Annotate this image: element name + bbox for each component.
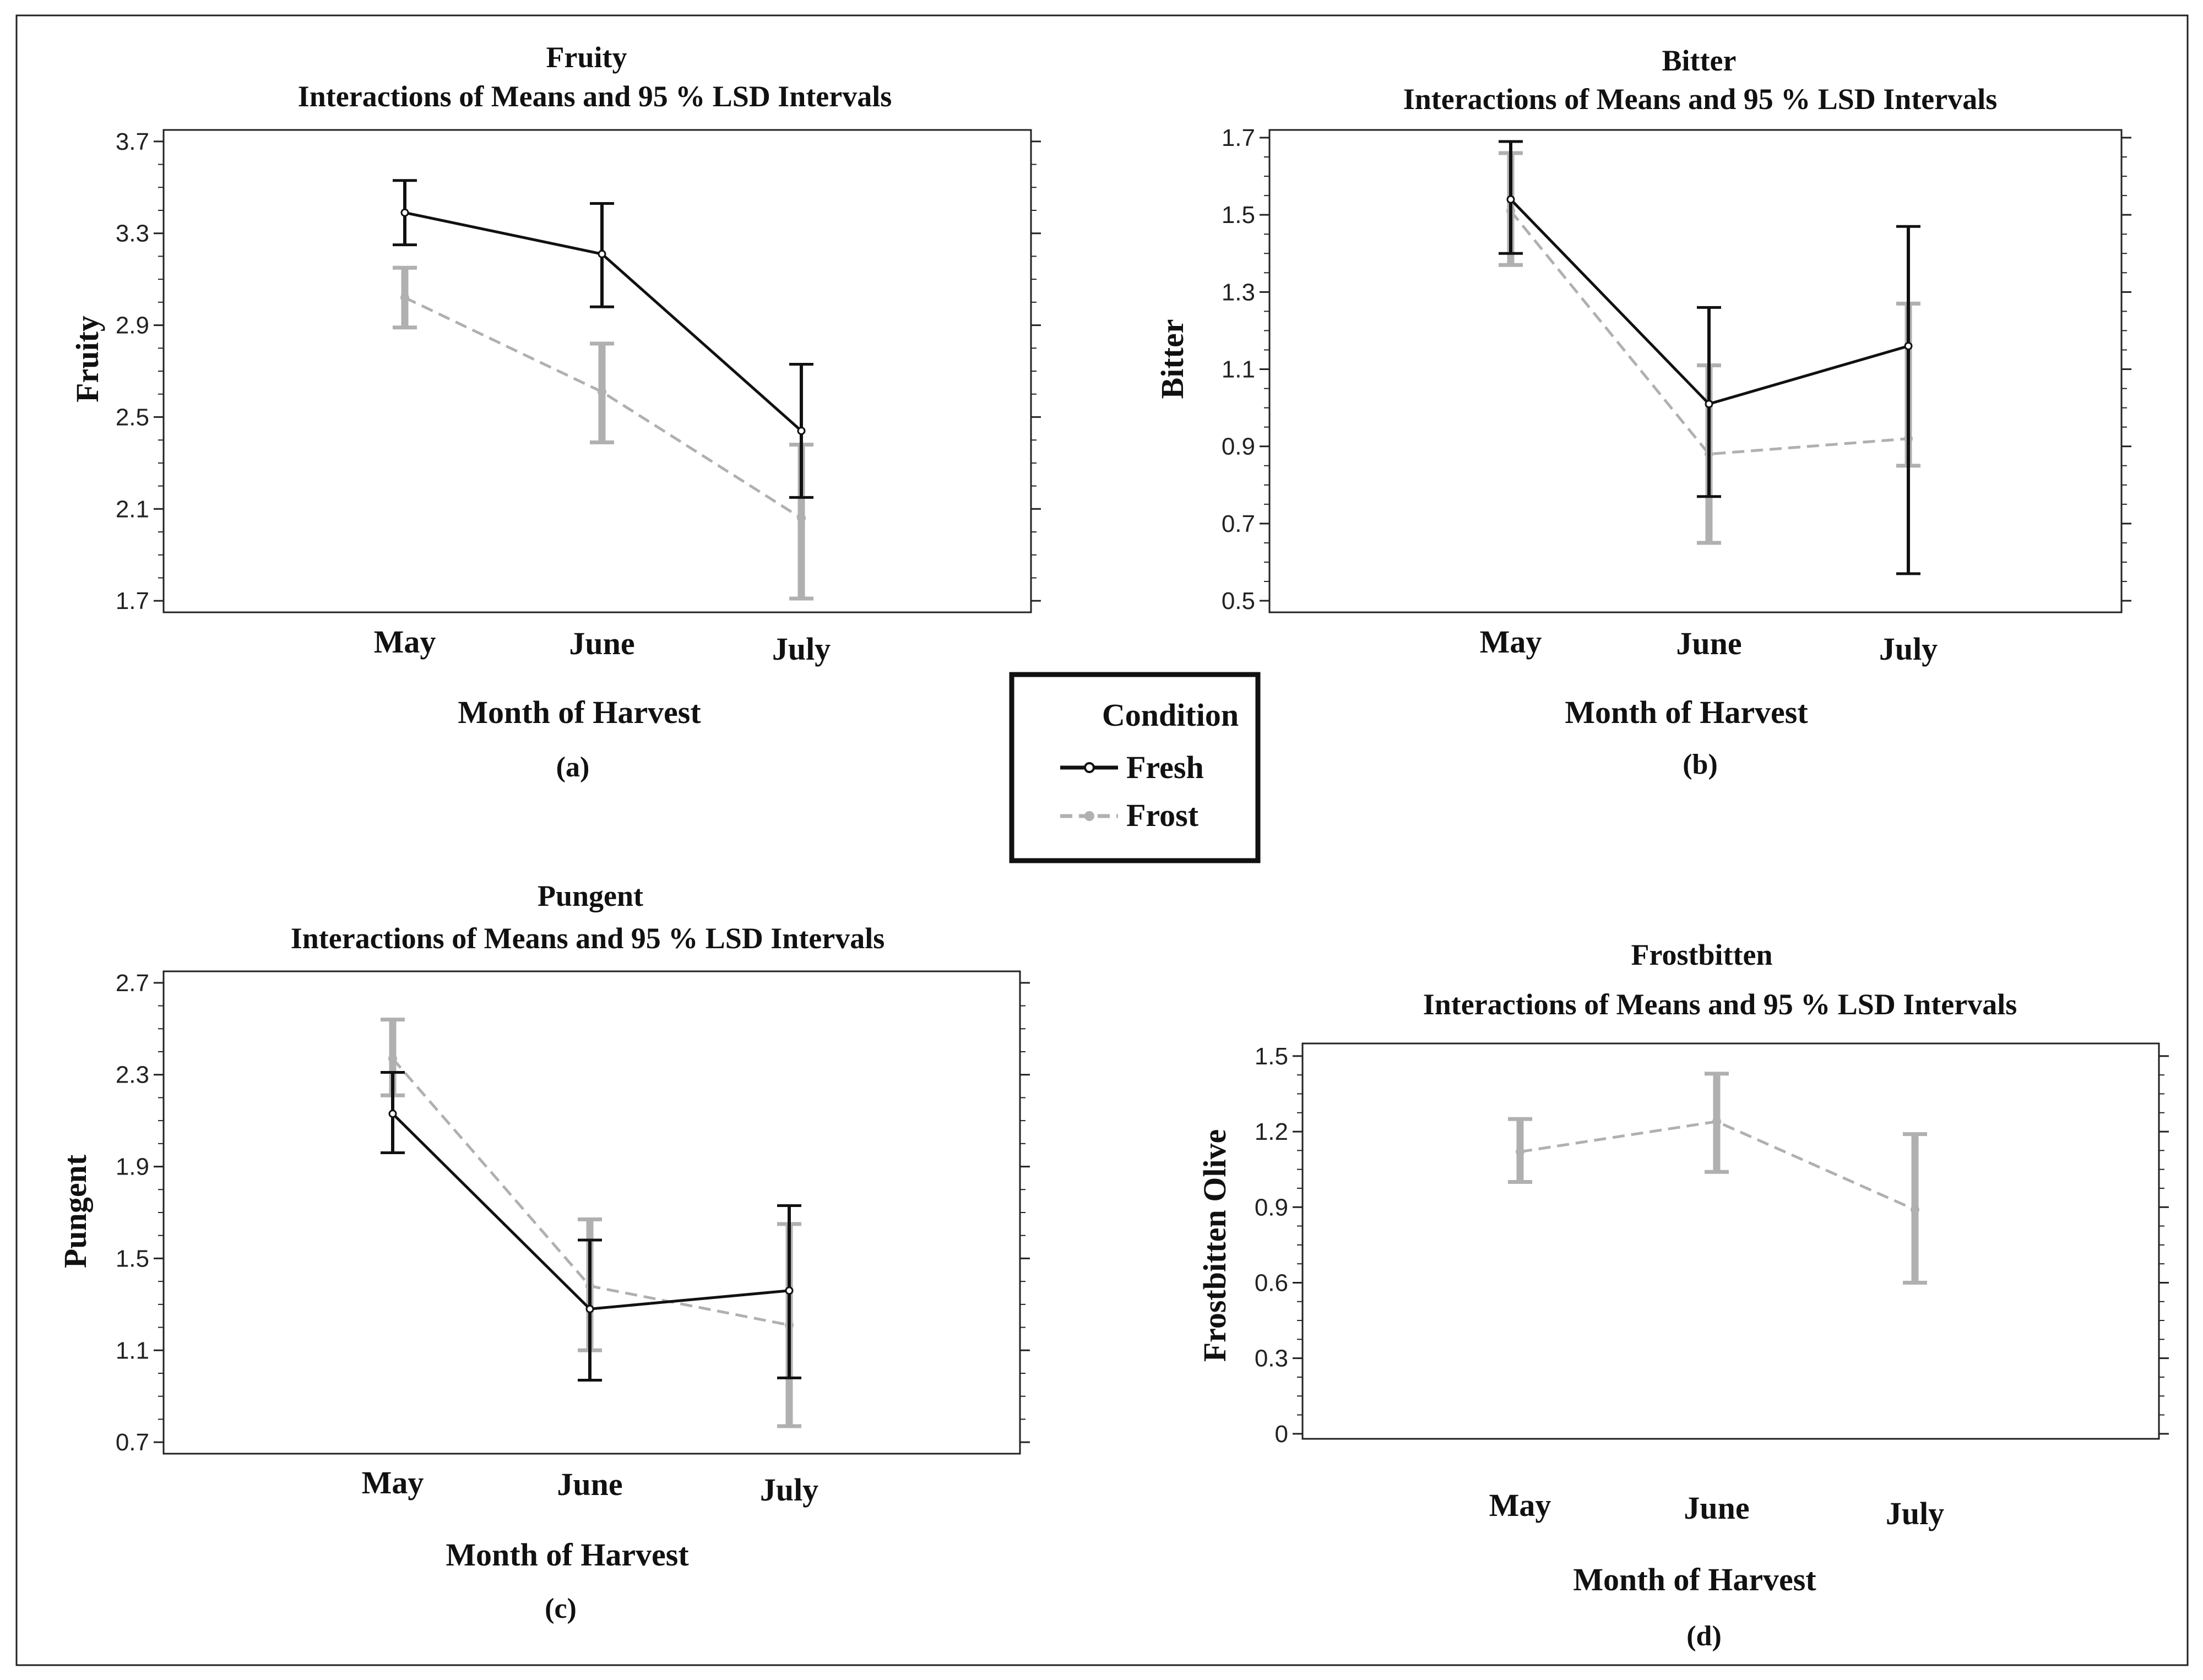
panel-a-subtitle: Interactions of Means and 95 % LSD Inter… bbox=[298, 80, 892, 113]
panel-c-category-label: July bbox=[760, 1472, 818, 1508]
panel-c-frost-point bbox=[388, 1054, 397, 1063]
panel-c-title: Pungent bbox=[538, 879, 643, 912]
panel-c: Pungent Interactions of Means and 95 % L… bbox=[57, 879, 1030, 1624]
panel-a-category-label: July bbox=[772, 631, 831, 667]
panel-c-ytick-label: 1.5 bbox=[116, 1245, 149, 1272]
panel-a-frost-point bbox=[400, 293, 409, 302]
panel-b-frame bbox=[1268, 129, 2123, 613]
panel-b-ytick-label: 0.9 bbox=[1222, 433, 1255, 460]
panel-d-subtitle: Interactions of Means and 95 % LSD Inter… bbox=[1423, 988, 2017, 1021]
panel-a-ytick-label: 2.5 bbox=[116, 404, 149, 431]
panel-c-fresh-point bbox=[785, 1286, 794, 1295]
legend-frost-label: Frost bbox=[1126, 797, 1199, 833]
panel-a-category-label: May bbox=[374, 624, 436, 660]
panel-b-xlabel: Month of Harvest bbox=[1565, 694, 1808, 730]
panel-d: Frostbitten Interactions of Means and 95… bbox=[1197, 938, 2169, 1652]
panel-d-frost-point bbox=[1712, 1117, 1721, 1126]
panel-b-category-label: May bbox=[1480, 624, 1542, 660]
panel-b-fresh-point bbox=[1506, 195, 1515, 204]
panel-d-ylabel: Frostbitten Olive bbox=[1197, 1129, 1233, 1362]
panel-c-subtitle: Interactions of Means and 95 % LSD Inter… bbox=[291, 922, 885, 955]
panel-b-label: (b) bbox=[1683, 749, 1718, 780]
panel-b-ytick-label: 0.5 bbox=[1222, 588, 1255, 615]
panel-b-title: Bitter bbox=[1662, 44, 1737, 77]
panel-c-fresh-point bbox=[585, 1304, 594, 1313]
panel-a-fresh-point bbox=[598, 249, 606, 258]
legend-fresh-marker bbox=[1084, 762, 1095, 773]
panel-d-ytick-label: 0 bbox=[1275, 1421, 1288, 1448]
panel-d-category-label: June bbox=[1684, 1490, 1749, 1526]
panel-c-category-label: May bbox=[362, 1465, 424, 1500]
panel-a: Fruity Interactions of Means and 95 % LS… bbox=[69, 41, 1041, 783]
legend-fresh-label: Fresh bbox=[1126, 749, 1204, 785]
panel-d-title: Frostbitten bbox=[1631, 938, 1773, 971]
panel-a-fresh-point bbox=[797, 426, 806, 435]
panel-a-label: (a) bbox=[556, 752, 590, 783]
panel-d-frost-point bbox=[1516, 1147, 1524, 1156]
panel-b-ytick-label: 1.1 bbox=[1222, 356, 1255, 383]
panel-b-ytick-label: 0.7 bbox=[1222, 510, 1255, 537]
panel-b-ylabel: Bitter bbox=[1154, 319, 1190, 399]
panel-a-ylabel: Fruity bbox=[69, 316, 105, 403]
panel-a-category-label: June bbox=[569, 626, 634, 661]
panel-a-ytick-label: 1.7 bbox=[116, 588, 149, 615]
panel-b-fresh-point bbox=[1705, 400, 1713, 409]
legend-title: Condition bbox=[1102, 697, 1239, 733]
legend: Condition Fresh Frost bbox=[1009, 672, 1261, 863]
panel-a-ytick-label: 3.3 bbox=[116, 220, 149, 247]
panel-d-frame bbox=[1301, 1042, 2160, 1440]
panel-a-xlabel: Month of Harvest bbox=[458, 694, 701, 730]
panel-b-ytick-label: 1.7 bbox=[1222, 124, 1255, 151]
panel-a-frost-line bbox=[404, 296, 802, 520]
panel-c-plot: 2.7 2.3 1.9 1.5 1.1 0.7 May June July bbox=[116, 970, 1030, 1508]
panel-c-label: (c) bbox=[545, 1593, 577, 1624]
panel-c-xlabel: Month of Harvest bbox=[446, 1537, 689, 1573]
panel-c-ytick-label: 2.3 bbox=[116, 1062, 149, 1089]
panel-a-ytick-label: 3.7 bbox=[116, 128, 149, 155]
panel-b-frost-line bbox=[1510, 210, 1909, 456]
panel-c-category-label: June bbox=[557, 1466, 622, 1502]
legend-box bbox=[1009, 672, 1261, 863]
panel-c-fresh-point bbox=[388, 1110, 397, 1118]
panel-d-category-label: July bbox=[1886, 1496, 1944, 1531]
panel-c-ytick-label: 1.1 bbox=[116, 1337, 149, 1364]
panel-c-ytick-label: 2.7 bbox=[116, 970, 149, 997]
panel-b-category-label: July bbox=[1879, 631, 1938, 667]
panel-a-title: Fruity bbox=[546, 41, 627, 74]
panel-d-ytick-label: 1.5 bbox=[1255, 1043, 1288, 1070]
panel-c-ytick-label: 1.9 bbox=[116, 1154, 149, 1181]
panel-d-ytick-label: 0.6 bbox=[1255, 1269, 1288, 1296]
panel-b: Bitter Interactions of Means and 95 % LS… bbox=[1154, 44, 2131, 780]
panel-b-subtitle: Interactions of Means and 95 % LSD Inter… bbox=[1403, 83, 1998, 116]
panel-a-frost-point bbox=[797, 513, 806, 523]
panel-a-fresh-point bbox=[400, 208, 409, 217]
legend-frost-marker bbox=[1084, 811, 1094, 821]
panel-b-fresh-point bbox=[1904, 341, 1913, 350]
panel-c-ytick-label: 0.7 bbox=[116, 1429, 149, 1456]
panel-d-plot: 1.5 1.2 0.9 0.6 0.3 0 May June July bbox=[1255, 1042, 2169, 1531]
panel-b-ytick-label: 1.5 bbox=[1222, 202, 1255, 229]
panel-a-ytick-label: 2.9 bbox=[116, 312, 149, 339]
panel-d-ytick-label: 1.2 bbox=[1255, 1118, 1288, 1145]
panel-d-ytick-label: 0.9 bbox=[1255, 1194, 1288, 1221]
panel-d-category-label: May bbox=[1489, 1487, 1551, 1523]
panel-b-ytick-label: 1.3 bbox=[1222, 279, 1255, 306]
panel-d-label: (d) bbox=[1686, 1621, 1722, 1652]
panel-a-ytick-label: 2.1 bbox=[116, 496, 149, 523]
panel-d-ytick-label: 0.3 bbox=[1255, 1345, 1288, 1372]
panel-a-plot: 3.7 3.3 2.9 2.5 2.1 1.7 May June July bbox=[116, 128, 1041, 667]
panel-d-frost-point bbox=[1911, 1205, 1919, 1214]
panel-b-category-label: June bbox=[1676, 626, 1741, 661]
panel-c-ylabel: Pungent bbox=[57, 1154, 93, 1268]
panel-a-frost-point bbox=[598, 387, 606, 396]
panel-b-plot: 1.7 1.5 1.3 1.1 0.9 0.7 0.5 May June July bbox=[1222, 124, 2131, 667]
panel-d-xlabel: Month of Harvest bbox=[1573, 1562, 1816, 1597]
